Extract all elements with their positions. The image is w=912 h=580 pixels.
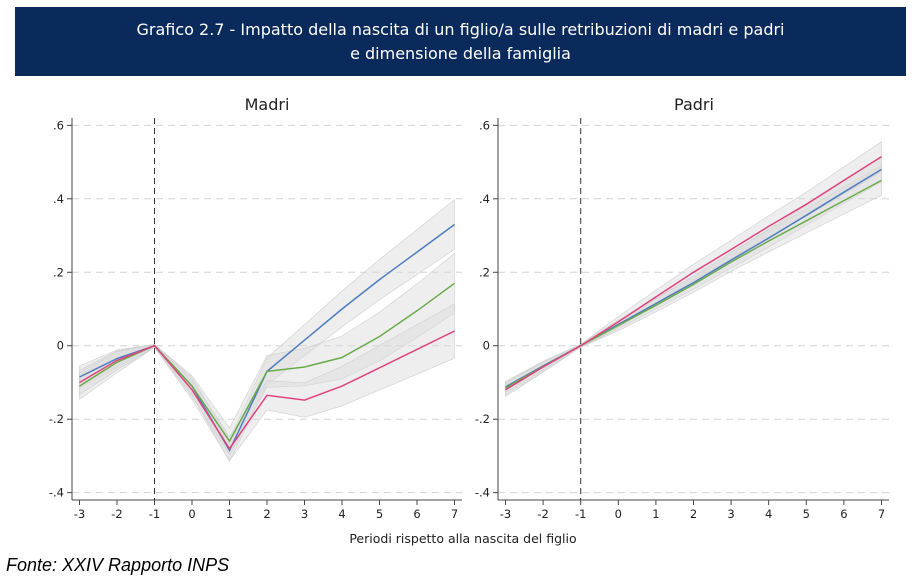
y-tick-label: .6	[53, 118, 64, 132]
y-tick-label: .2	[53, 265, 64, 279]
chart-title-line-1: Grafico 2.7 - Impatto della nascita di u…	[136, 19, 785, 39]
confidence-band	[79, 199, 455, 463]
x-tick-label: 6	[413, 507, 420, 521]
x-tick-label: 3	[727, 507, 734, 521]
y-tick-label: 0	[483, 339, 490, 353]
x-tick-label: 0	[615, 507, 622, 521]
x-tick-label: -1	[575, 507, 586, 521]
series-line-pink	[505, 155, 882, 391]
confidence-band	[505, 141, 882, 397]
y-tick-label: -.4	[49, 486, 64, 500]
y-tick-label: .2	[479, 265, 490, 279]
series-line-pink	[79, 330, 455, 450]
x-tick-label: 2	[263, 507, 270, 521]
y-tick-label: .4	[53, 192, 64, 206]
x-axis-label: Periodi rispetto alla nascita del figlio	[349, 531, 576, 546]
y-tick-label: 0	[57, 339, 64, 353]
x-tick-label: 3	[301, 507, 308, 521]
x-tick-label: -2	[537, 507, 548, 521]
panel-padri: Padri -.4 -.2 0 .2 .4 .6 -3 -2 -1 0 1 2 3 4 5 6 7	[475, 95, 889, 521]
y-tick-label: -.2	[475, 412, 490, 426]
source-note: Fonte: XXIV Rapporto INPS	[6, 555, 230, 575]
x-tick-label: 1	[226, 507, 233, 521]
panel-title: Madri	[245, 95, 290, 114]
y-tick-label: -.4	[475, 486, 490, 500]
x-tick-label: 4	[338, 507, 345, 521]
x-tick-label: -3	[74, 507, 85, 521]
x-tick-label: 0	[188, 507, 195, 521]
y-tick-label: .4	[479, 192, 490, 206]
confidence-band	[79, 303, 455, 462]
x-tick-label: 7	[878, 507, 885, 521]
x-tick-label: 2	[690, 507, 697, 521]
x-tick-label: 6	[840, 507, 847, 521]
x-tick-label: 5	[803, 507, 810, 521]
chart-title-line-2: e dimensione della famiglia	[350, 43, 571, 63]
chart-header: Grafico 2.7 - Impatto della nascita di u…	[15, 7, 906, 76]
y-tick-label: -.2	[49, 412, 64, 426]
x-tick-label: 5	[376, 507, 383, 521]
x-tick-label: 4	[765, 507, 772, 521]
panel-madri: Madri -.4 -.2 0 .2 .4 .6 -3 -2 -1 0 1 2 3 4 5 6 7	[49, 95, 462, 521]
x-tick-label: 1	[652, 507, 659, 521]
x-tick-label: 7	[451, 507, 458, 521]
x-tick-label: -3	[500, 507, 511, 521]
y-tick-label: .6	[479, 118, 490, 132]
x-tick-label: -2	[111, 507, 122, 521]
panel-title: Padri	[674, 95, 714, 114]
x-tick-label: -1	[149, 507, 160, 521]
